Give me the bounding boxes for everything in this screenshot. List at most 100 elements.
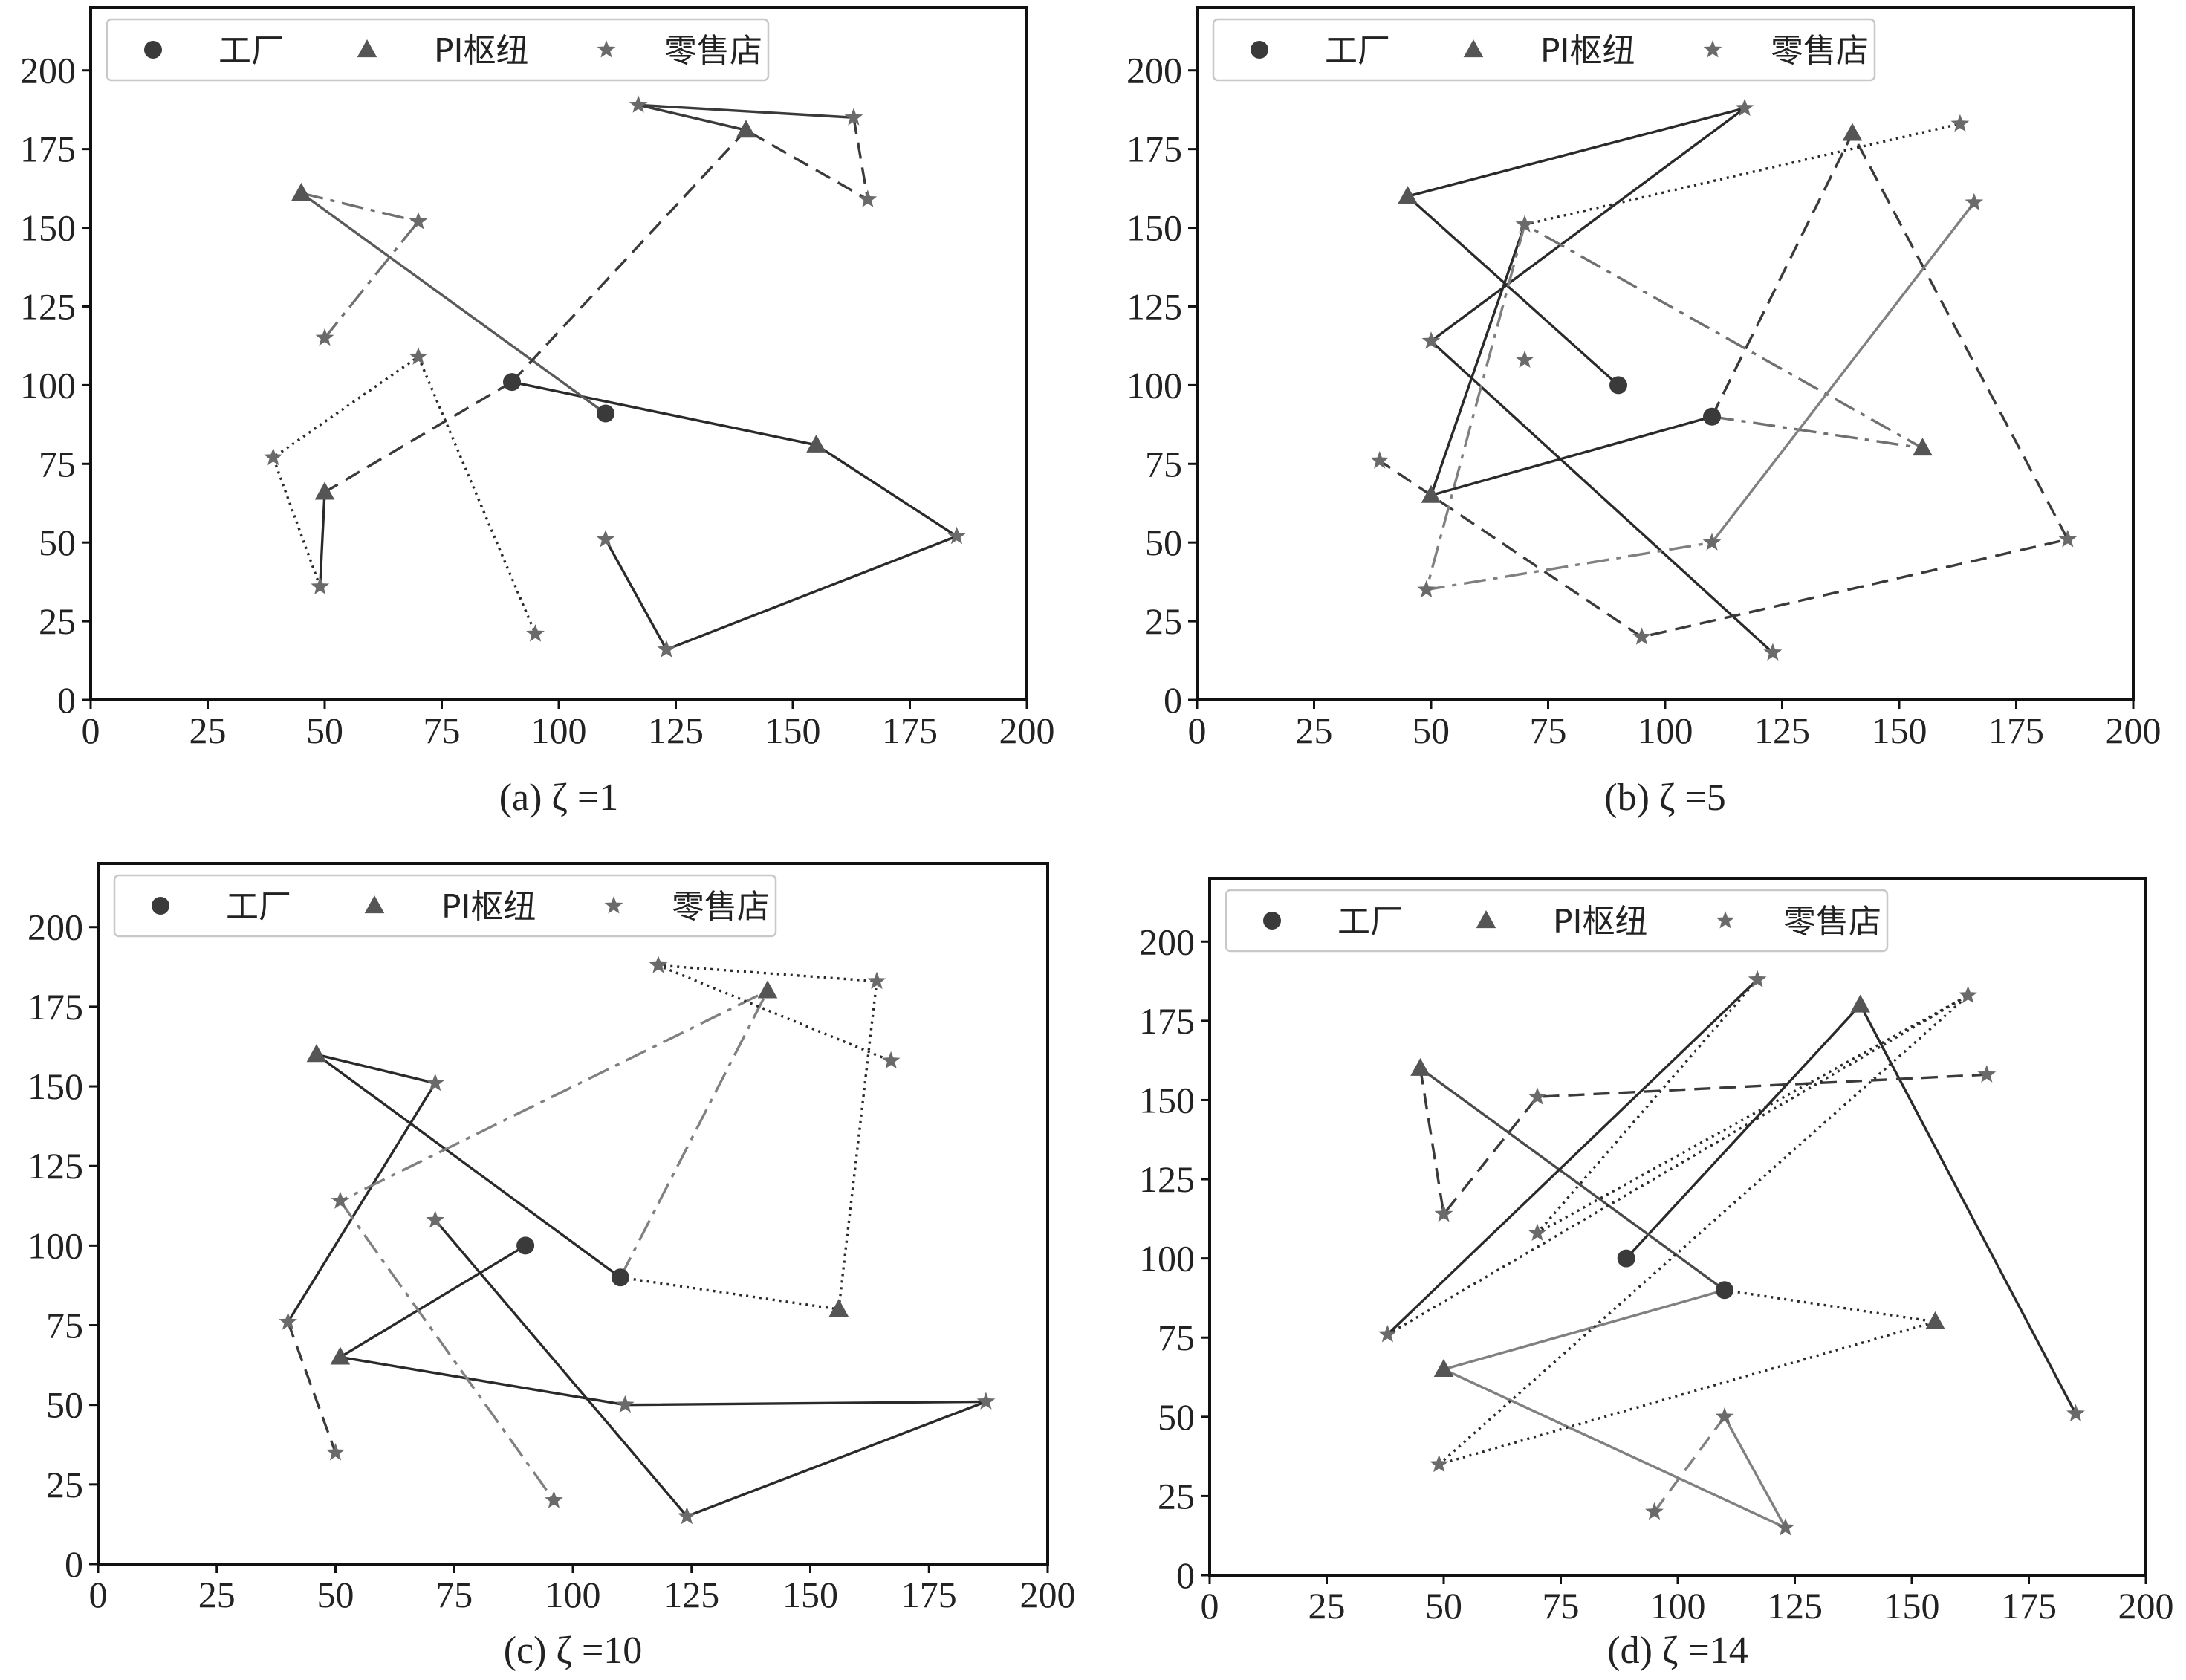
legend-retail-label: 零售店 [1783, 903, 1881, 941]
route-line [1710, 201, 1976, 544]
retailer-point [1370, 451, 1389, 469]
retailer-point [1430, 1454, 1449, 1473]
legend-factory-marker [1263, 912, 1281, 930]
legend-retail-marker [597, 40, 616, 58]
y-tick-label: 100 [20, 364, 76, 406]
panel-caption: (c) ζ =10 [504, 1629, 643, 1672]
retailer-point [1776, 1518, 1795, 1536]
retailer-point [1763, 643, 1783, 661]
x-tick-label: 75 [435, 1574, 473, 1615]
x-tick-label: 75 [1530, 710, 1567, 751]
legend: 工厂 PI枢纽 零售店 [106, 18, 770, 82]
route-line [301, 192, 420, 339]
route-line [287, 1321, 337, 1453]
y-tick-label: 125 [1126, 285, 1182, 327]
legend-retail-label: 零售店 [664, 32, 762, 70]
x-tick-label: 50 [1413, 710, 1450, 751]
retailer-point [545, 1491, 563, 1508]
retailer-point [311, 577, 330, 594]
y-tick-label: 175 [1126, 129, 1182, 170]
x-tick-label: 150 [782, 1574, 838, 1615]
route-line [1653, 1415, 1726, 1513]
factory-point [611, 1268, 629, 1287]
route-line [620, 964, 892, 1311]
y-tick-label: 25 [1145, 600, 1182, 642]
legend-retail-marker [1716, 911, 1735, 929]
route-line [272, 355, 537, 635]
legend-hub-label: PI枢纽 [1540, 32, 1635, 70]
retailer-point [1417, 580, 1436, 598]
x-tick-label: 150 [765, 710, 821, 751]
plot-frame [97, 862, 1049, 1566]
retailer-point [649, 956, 668, 973]
retailer-point [678, 1506, 696, 1525]
factory-point [1617, 1249, 1635, 1268]
retailer-point [264, 447, 283, 466]
y-tick-label: 125 [20, 285, 76, 327]
hub-point [1421, 484, 1441, 503]
legend-hub-marker [357, 39, 377, 58]
retailer-point [1632, 627, 1651, 645]
legend-box [106, 18, 770, 82]
y-tick-label: 25 [39, 600, 76, 642]
y-tick-label: 0 [65, 1543, 83, 1585]
legend: 工厂 PI枢纽 零售店 [1225, 889, 1889, 953]
y-tick-label: 75 [1145, 443, 1182, 484]
y-tick-label: 0 [57, 679, 76, 721]
legend-hub-marker [1463, 39, 1484, 58]
x-tick-label: 175 [882, 710, 938, 751]
panel-caption: (d) ζ =14 [1607, 1629, 1748, 1672]
factory-point [1609, 376, 1627, 395]
y-tick-label: 175 [27, 986, 83, 1028]
legend-box [1225, 889, 1889, 953]
y-tick-label: 50 [46, 1384, 83, 1426]
legend-hub-marker [1476, 910, 1496, 929]
hub-point [757, 980, 778, 999]
y-tick-label: 50 [1158, 1396, 1195, 1438]
legend-retail-label: 零售店 [672, 888, 770, 926]
retailer-point [331, 1191, 350, 1209]
retailer-point [1421, 331, 1441, 349]
route-line [300, 192, 606, 415]
legend-retail-label: 零售店 [1771, 32, 1869, 70]
retailer-point [1528, 1223, 1547, 1241]
x-tick-label: 150 [1884, 1585, 1940, 1627]
retailer-point [596, 529, 615, 548]
retailer-point [1528, 1087, 1547, 1105]
y-tick-label: 150 [1139, 1079, 1195, 1120]
retailer-point [1645, 1502, 1664, 1520]
x-tick-label: 25 [1308, 1585, 1346, 1627]
retailer-point [867, 971, 886, 990]
x-tick-label: 25 [189, 710, 227, 751]
x-tick-label: 0 [1188, 710, 1207, 751]
legend-factory-label: 工厂 [1337, 903, 1403, 941]
retailer-point [657, 640, 676, 658]
legend: 工厂 PI枢纽 零售店 [1212, 18, 1876, 82]
legend-factory-label: 工厂 [1325, 32, 1390, 70]
x-tick-label: 175 [901, 1574, 957, 1615]
factory-point [597, 404, 614, 423]
legend-hub-label: PI枢纽 [434, 32, 529, 70]
plot-frame [89, 6, 1028, 701]
y-tick-label: 200 [20, 50, 76, 91]
retailer-point [976, 1392, 996, 1410]
x-tick-label: 175 [1988, 710, 2044, 751]
retailer-point [1735, 98, 1754, 117]
chart-panel-a: 0 25 50 75 100 125 150 175 200 0 25 50 75 100 125 150 17… [20, 6, 1055, 819]
plot-frame [1196, 6, 2135, 701]
x-tick-label: 50 [1425, 1585, 1462, 1627]
route-line [287, 1053, 621, 1323]
retailer-point [426, 1210, 445, 1228]
legend-factory-marker [144, 41, 162, 59]
retailer-point [1378, 1325, 1397, 1343]
x-tick-label: 50 [306, 710, 343, 751]
retailer-point [1715, 1407, 1734, 1425]
x-tick-label: 175 [2001, 1585, 2057, 1627]
retailer-point [1977, 1065, 1997, 1083]
y-tick-label: 200 [1126, 50, 1182, 91]
y-tick-label: 25 [1158, 1475, 1195, 1517]
y-tick-label: 150 [20, 207, 76, 249]
legend-hub-label: PI枢纽 [441, 888, 536, 926]
legend-factory-marker [152, 897, 169, 915]
retailer-point [844, 108, 863, 126]
